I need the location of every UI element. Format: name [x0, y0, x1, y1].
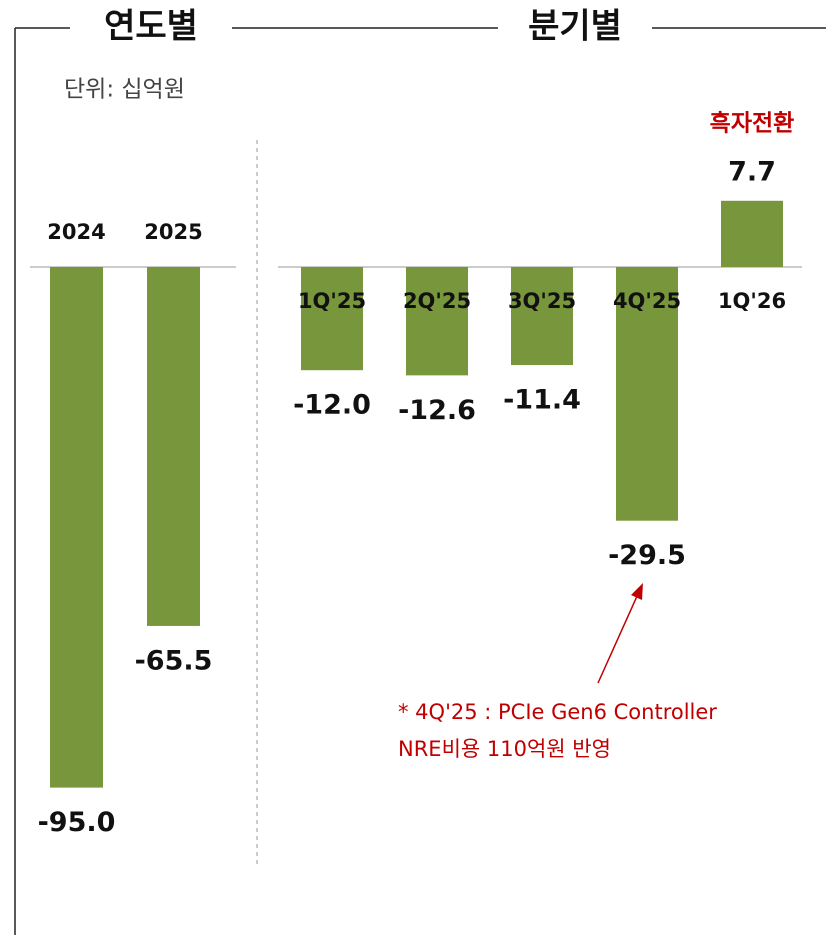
category-label: 1Q'26	[718, 289, 786, 313]
value-label: -65.5	[135, 645, 213, 676]
category-label: 1Q'25	[298, 289, 366, 313]
bar	[511, 267, 573, 366]
value-label: -29.5	[608, 540, 686, 571]
annotation-arrow	[597, 593, 639, 684]
category-label: 4Q'25	[613, 289, 681, 313]
panel-title: 분기별	[528, 7, 622, 47]
bar	[301, 267, 363, 371]
bar	[616, 267, 678, 521]
value-label: -11.4	[503, 385, 581, 416]
panel-title: 연도별	[104, 7, 198, 47]
category-label: 2Q'25	[403, 289, 471, 313]
category-label: 2025	[144, 220, 202, 244]
value-label: 7.7	[728, 156, 776, 187]
annotation: NRE비용 110억원 반영	[398, 737, 611, 761]
bar	[50, 267, 103, 788]
value-label: -12.6	[398, 395, 476, 426]
annotation: * 4Q'25 : PCIe Gen6 Controller	[398, 700, 717, 724]
value-label: -12.0	[293, 390, 371, 421]
annotation: 흑자전환	[710, 111, 795, 137]
annotation-arrowhead	[631, 583, 643, 600]
category-label: 2024	[47, 220, 105, 244]
bar	[721, 200, 783, 267]
value-label: -95.0	[38, 807, 116, 838]
bar	[406, 267, 468, 376]
category-label: 3Q'25	[508, 289, 576, 313]
bar	[147, 267, 200, 626]
unit-label: 단위: 십억원	[64, 77, 185, 103]
